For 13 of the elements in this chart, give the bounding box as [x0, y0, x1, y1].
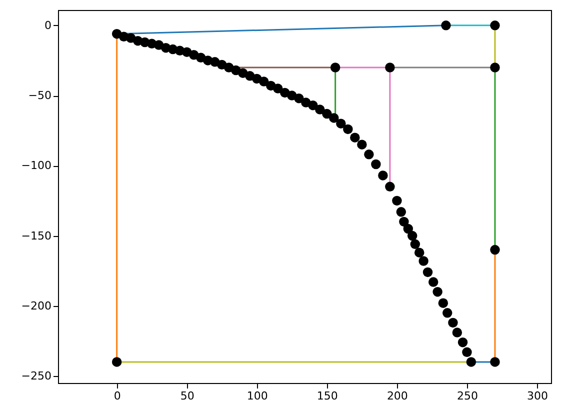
- y-tick-label: −200: [21, 299, 52, 312]
- x-tick-label: 300: [526, 390, 548, 402]
- y-tick-label: −100: [21, 159, 52, 172]
- y-tick-label: −150: [21, 229, 52, 242]
- x-tick-label: 50: [180, 390, 194, 402]
- y-tick-label: −50: [28, 89, 52, 102]
- x-tick-label: 250: [456, 390, 478, 402]
- y-tick-label: 0: [44, 18, 52, 32]
- x-tick-label: 200: [386, 390, 408, 402]
- x-tick-label: 150: [316, 390, 338, 402]
- x-tick-label: 100: [246, 390, 268, 402]
- y-tick-label: −250: [21, 369, 52, 382]
- x-tick-label: 0: [114, 390, 121, 402]
